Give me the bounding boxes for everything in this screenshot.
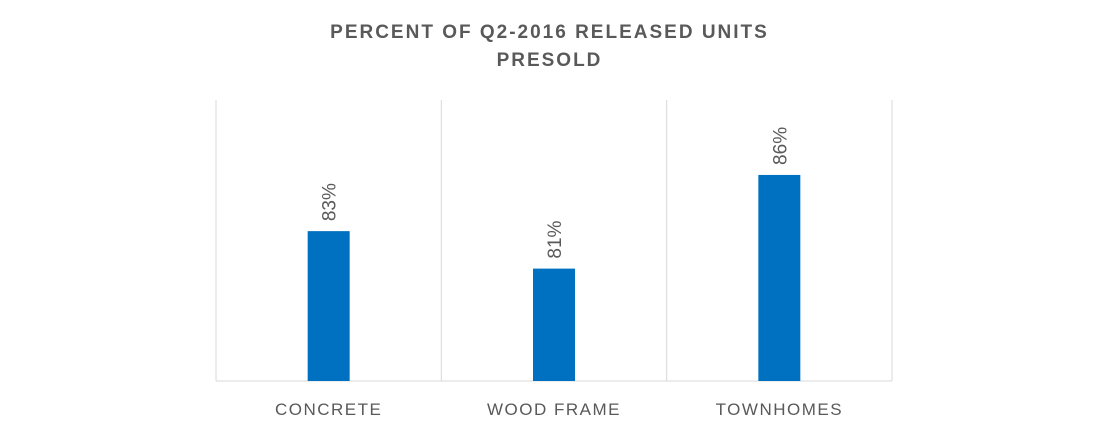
data-label-townhomes: 86%	[770, 127, 791, 165]
tick-label-wood-frame: WOOD FRAME	[487, 400, 621, 419]
chart-title-line-1: PERCENT OF Q2-2016 RELEASED UNITS	[330, 22, 769, 43]
bar-wood-frame	[533, 268, 575, 381]
chart-title-line-2: PRESOLD	[496, 50, 603, 71]
data-label-concrete: 83%	[320, 183, 341, 221]
tick-label-concrete: CONCRETE	[275, 400, 382, 419]
data-label-wood-frame: 81%	[545, 220, 566, 258]
bar-concrete	[307, 231, 350, 381]
tick-label-townhomes: TOWNHOMES	[716, 400, 843, 419]
bar-townhomes	[758, 174, 801, 381]
